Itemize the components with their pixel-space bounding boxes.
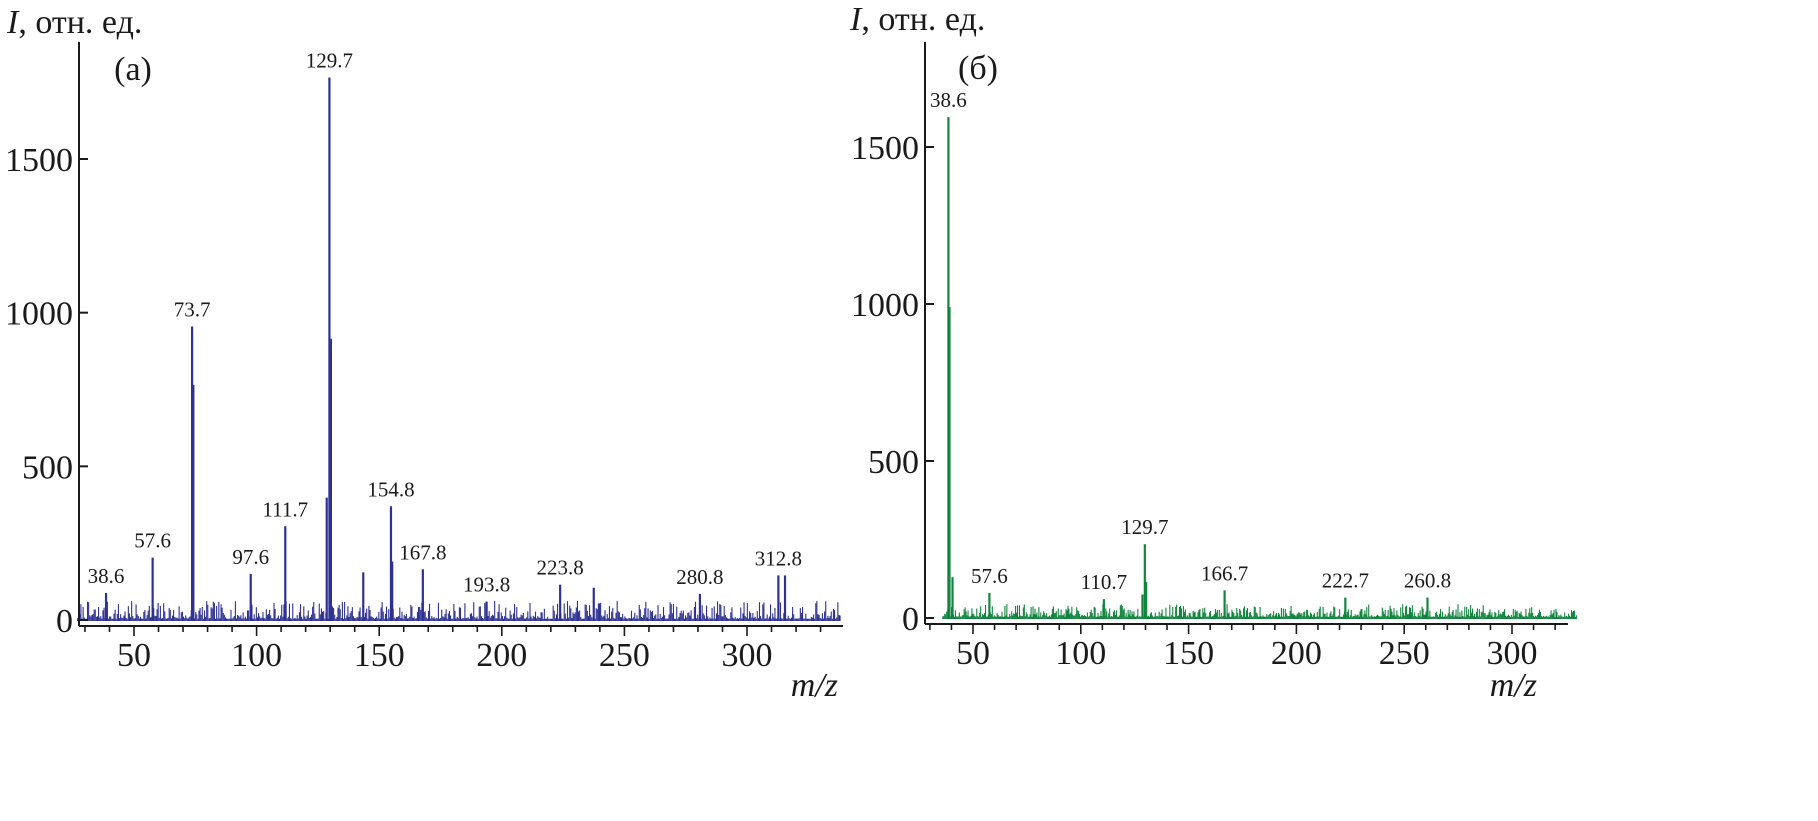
panel-a-x-tick-label: 50	[117, 637, 151, 674]
panel-a-panel-label: (а)	[114, 51, 152, 88]
panel-b-y-axis-symbol: I	[849, 1, 863, 38]
panel-a-peak-label: 280.8	[676, 565, 723, 589]
panel-a-peak-label: 97.6	[232, 545, 269, 569]
spectrum-panel-b: 38.6 57.6 110.7 129.7 166.7 222.7 260.8 0 500 100…	[849, 1, 1577, 704]
panel-b-peak-label: 166.7	[1201, 561, 1248, 585]
panel-b-peak-label: 38.6	[930, 88, 967, 112]
panel-a-x-tick-label: 250	[599, 637, 650, 674]
panel-b-peak-label: 222.7	[1322, 569, 1369, 593]
panel-b-y-tick-label: 0	[902, 601, 919, 638]
panel-a-x-tick-label: 200	[476, 637, 527, 674]
panel-b-peak-label: 110.7	[1081, 570, 1127, 594]
panel-b-peak-label: 260.8	[1404, 569, 1451, 593]
panel-b-x-axis-title: m/z	[1490, 667, 1537, 704]
panel-b-x-tick-label: 100	[1055, 635, 1106, 672]
panel-a-peak-label: 154.8	[367, 477, 414, 501]
panel-b-x-tick-label: 150	[1163, 635, 1214, 672]
panel-a-y-tick-label: 0	[56, 603, 73, 640]
panel-a-x-axis-title: m/z	[791, 667, 838, 704]
panel-b-x-tick-label: 200	[1271, 635, 1322, 672]
panel-b-y-tick-label: 500	[868, 444, 919, 481]
panel-b-peak-label: 129.7	[1121, 515, 1168, 539]
panel-a-x-tick-label: 300	[722, 637, 773, 674]
panel-a-y-tick-label: 1500	[5, 142, 73, 179]
panel-a-peak-label: 129.7	[306, 49, 353, 73]
panel-a-peak-label: 111.7	[262, 497, 308, 521]
panel-a-peak-label: 73.7	[174, 297, 211, 321]
panel-a-y-axis-symbol: I	[6, 4, 20, 41]
panel-a-x-tick-label: 150	[354, 637, 405, 674]
panel-a-peak-label: 57.6	[134, 529, 171, 553]
panel-b-x-tick-label: 250	[1379, 635, 1430, 672]
panel-b-x-tick-label: 50	[956, 635, 990, 672]
panel-b-y-tick-label: 1000	[851, 287, 919, 324]
panel-b-peak-label: 57.6	[971, 564, 1008, 588]
panel-a-peak-label: 223.8	[537, 556, 584, 580]
panel-b-noise-series	[942, 604, 1577, 619]
panel-a-y-tick-label: 1000	[5, 296, 73, 333]
panel-b-y-axis-title: I, отн. ед.	[849, 1, 985, 38]
panel-a-y-tick-label: 500	[22, 449, 73, 486]
panel-a-peak-label: 167.8	[399, 540, 446, 564]
panel-a-y-axis-title: I, отн. ед.	[6, 4, 142, 41]
panel-b-y-axis-unit: , отн. ед.	[861, 1, 985, 38]
panel-a-x-tick-label: 100	[231, 637, 282, 674]
panel-a-peak-label: 312.8	[755, 546, 802, 570]
panel-a-peak-label: 38.6	[88, 564, 125, 588]
panel-b-x-tick-label: 300	[1487, 635, 1538, 672]
panel-b-panel-label: (б)	[958, 50, 998, 87]
panel-a-noise-series	[77, 600, 841, 621]
spectrum-panel-a: 38.6 57.6 73.7 97.6 111.7 129.7 154.8 167.8 193.…	[5, 4, 843, 704]
panel-a-peak-label: 193.8	[463, 573, 510, 597]
panel-b-y-tick-label: 1500	[851, 130, 919, 167]
panel-a-y-axis-unit: , отн. ед.	[18, 4, 142, 41]
